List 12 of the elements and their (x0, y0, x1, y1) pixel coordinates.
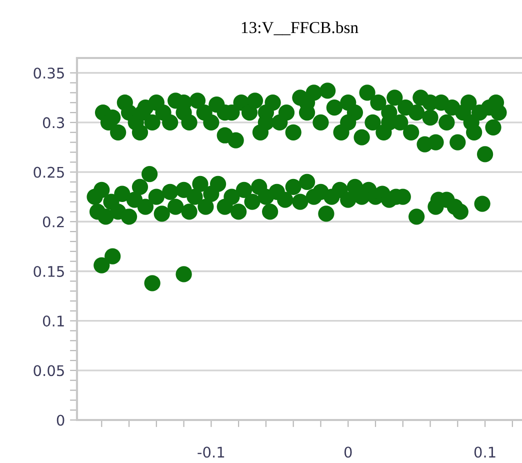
x-tick-label: 0 (344, 446, 352, 458)
y-tick-label: 0.2 (42, 216, 64, 228)
chart-title: 13:V__FFCB.bsn (242, 21, 358, 36)
y-tick-label: 0.25 (34, 166, 64, 178)
y-tick-label: 0.35 (34, 68, 64, 79)
x-tick-label: -0.1 (198, 446, 224, 458)
y-tick-label: 0.3 (42, 117, 64, 128)
x-tick-label: 0.1 (474, 446, 496, 458)
y-tick-label: 0.1 (42, 316, 64, 327)
y-tick-label: 0 (56, 414, 64, 426)
y-tick-label: 0.15 (34, 266, 64, 277)
y-tick-label: 0.05 (34, 365, 64, 376)
